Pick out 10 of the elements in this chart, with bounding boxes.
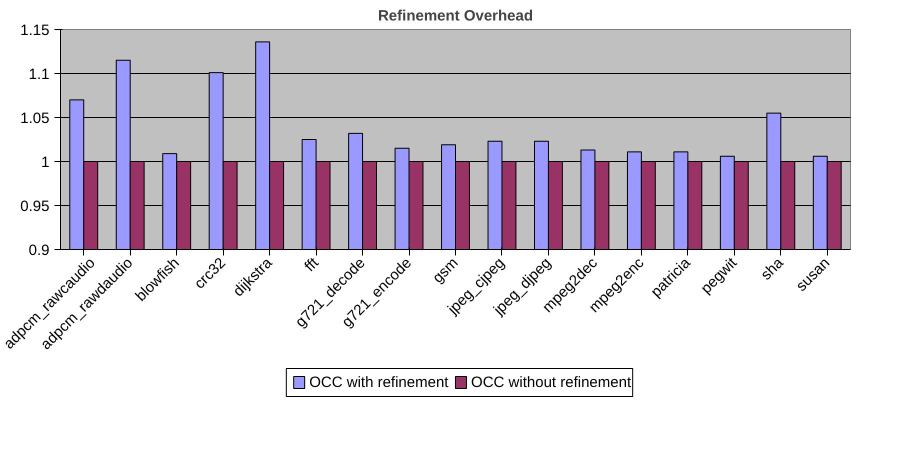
y-tick-label: 1.15	[20, 22, 50, 39]
y-tick-label: 1.1	[28, 66, 50, 83]
y-tick-label: 1.05	[20, 110, 50, 127]
y-tick-label: 1	[41, 154, 50, 171]
y-tick-label: 0.95	[20, 198, 50, 215]
x-tick-label: sha	[758, 254, 788, 284]
chart-title: Refinement Overhead	[378, 8, 534, 24]
legend-label: OCC without refinement	[471, 374, 632, 391]
y-tick-label: 0.9	[28, 242, 50, 259]
legend-label: OCC with refinement	[309, 374, 450, 391]
